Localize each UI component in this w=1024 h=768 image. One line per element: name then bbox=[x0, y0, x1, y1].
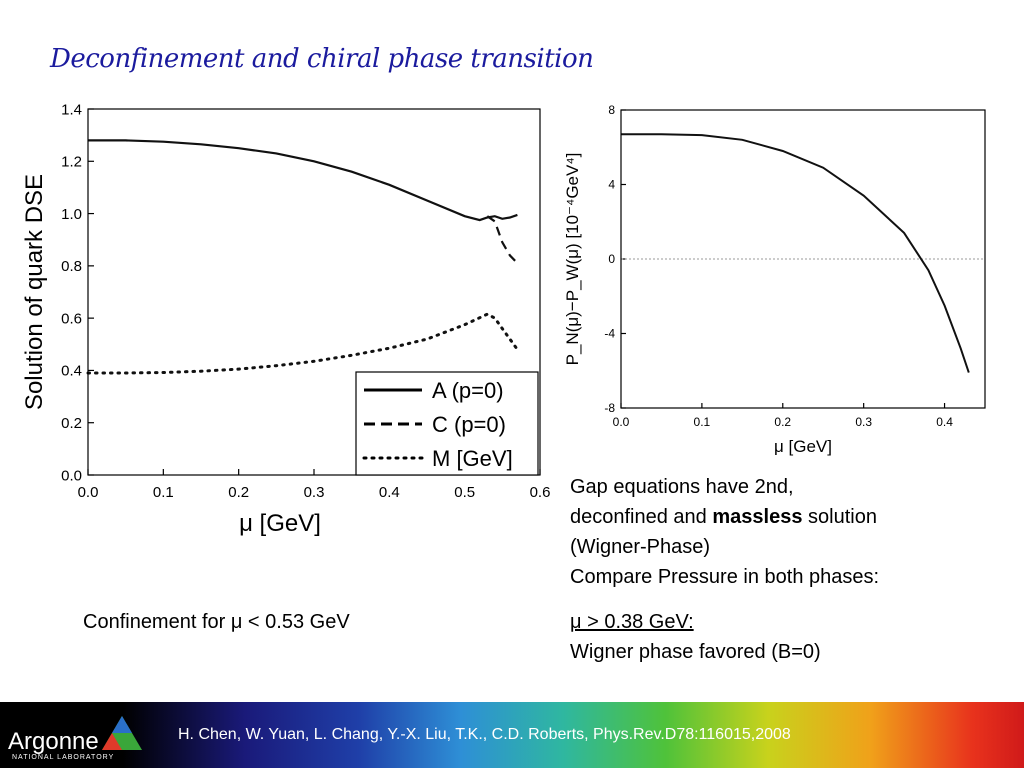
y-tick-label: 0.8 bbox=[61, 258, 82, 275]
note-line: Compare Pressure in both phases: bbox=[570, 566, 880, 588]
wigner-favored-note: μ > 0.38 GeV: Wigner phase favored (B=0) bbox=[570, 607, 821, 667]
x-tick-label: 0.5 bbox=[454, 484, 475, 501]
argonne-triangle-icon bbox=[102, 716, 142, 750]
y-tick-label: 8 bbox=[608, 103, 615, 117]
legend-label-c: C (p=0) bbox=[432, 412, 506, 437]
slide-title: Deconfinement and chiral phase transitio… bbox=[50, 44, 594, 74]
logo-wordmark: Argonne bbox=[8, 728, 99, 755]
logo-subtext: NATIONAL LABORATORY bbox=[12, 754, 115, 761]
threshold-line: μ > 0.38 GeV: bbox=[570, 611, 694, 633]
series-line-3 bbox=[86, 312, 519, 375]
y-tick-label: 0.6 bbox=[61, 310, 82, 327]
y-tick-label: 1.4 bbox=[61, 101, 82, 118]
note-line: Wigner phase favored (B=0) bbox=[570, 641, 821, 663]
x-tick-label: 0.0 bbox=[78, 484, 99, 501]
footer-bar: Argonne NATIONAL LABORATORY H. Chen, W. … bbox=[0, 702, 1024, 768]
y-tick-label: -8 bbox=[604, 401, 615, 415]
legend: A (p=0) C (p=0) M [GeV] bbox=[355, 371, 539, 476]
note-line: deconfined and massless solution bbox=[570, 506, 877, 528]
plot-frame bbox=[620, 109, 986, 409]
series-line-1 bbox=[621, 133, 970, 373]
y-tick-label: 0.2 bbox=[61, 415, 82, 432]
x-axis-label: μ [GeV] bbox=[774, 437, 832, 456]
x-tick-label: 0.1 bbox=[694, 415, 711, 429]
x-tick-label: 0.2 bbox=[228, 484, 249, 501]
pressure-difference-chart: 0.0 0.1 0.2 0.3 0.4 -8 -4 0 4 8 P_N(μ)−P_W(μ) [10… bbox=[563, 103, 986, 456]
x-tick-label: 0.3 bbox=[855, 415, 872, 429]
citation: H. Chen, W. Yuan, L. Chang, Y.-X. Liu, T… bbox=[178, 726, 791, 743]
y-tick-label: 0.4 bbox=[61, 363, 82, 380]
x-tick-label: 0.0 bbox=[613, 415, 630, 429]
x-tick-label: 0.2 bbox=[774, 415, 791, 429]
x-tick-label: 0.3 bbox=[304, 484, 325, 501]
x-tick-label: 0.1 bbox=[153, 484, 174, 501]
series-line-2 bbox=[486, 215, 519, 264]
note-line: (Wigner-Phase) bbox=[570, 536, 711, 558]
y-tick-label: 1.0 bbox=[61, 206, 82, 223]
x-tick-label: 0.6 bbox=[530, 484, 551, 501]
argonne-logo: Argonne NATIONAL LABORATORY bbox=[8, 714, 168, 764]
emphasis-massless: massless bbox=[712, 506, 803, 528]
y-tick-label: 1.2 bbox=[61, 154, 82, 171]
confinement-note: Confinement for μ < 0.53 GeV bbox=[83, 611, 350, 633]
legend-label-m: M [GeV] bbox=[432, 446, 513, 471]
x-axis-label: μ [GeV] bbox=[239, 510, 321, 537]
legend-label-a: A (p=0) bbox=[432, 378, 504, 403]
y-axis-label: Solution of quark DSE bbox=[21, 174, 48, 410]
y-tick-label: 0.0 bbox=[61, 467, 82, 484]
y-tick-label: 0 bbox=[608, 252, 615, 266]
series-line-1 bbox=[88, 139, 518, 222]
y-tick-label: 4 bbox=[608, 178, 615, 192]
x-tick-label: 0.4 bbox=[379, 484, 400, 501]
quark-dse-chart: 0.0 0.1 0.2 0.3 0.4 0.5 0.6 0.0 0.2 0.4 0.6 0.8 1.0 1… bbox=[21, 101, 551, 537]
x-tick-label: 0.4 bbox=[936, 415, 953, 429]
note-line: Gap equations have 2nd, bbox=[570, 476, 794, 498]
y-axis-label: P_N(μ)−P_W(μ) [10⁻⁴GeV⁴] bbox=[563, 153, 582, 366]
y-tick-label: -4 bbox=[604, 327, 615, 341]
gap-equations-note: Gap equations have 2nd, deconfined and m… bbox=[570, 472, 879, 592]
plot-frame bbox=[87, 108, 541, 476]
